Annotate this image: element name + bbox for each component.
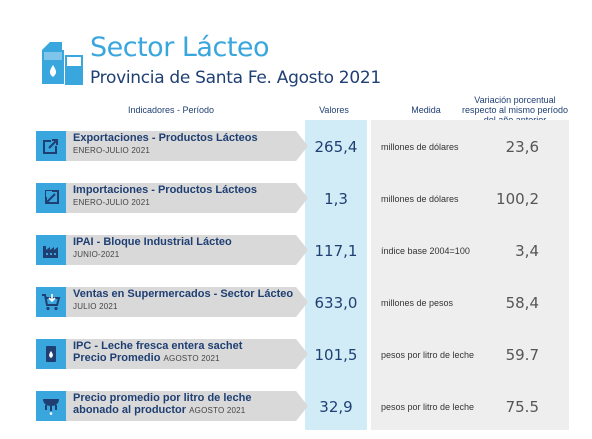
- indicator-period: JUNIO-2021: [73, 250, 120, 259]
- indicator-variation: 3,4: [515, 242, 539, 260]
- row-label-arrow: [296, 287, 308, 317]
- indicator-value: 633,0: [314, 294, 358, 312]
- indicator-name: Ventas en Supermercados - Sector Lácteo: [73, 288, 294, 300]
- indicator-name: Importaciones - Productos Lácteos: [73, 184, 257, 196]
- table-row: Precio promedio por litro de leche abona…: [36, 383, 569, 425]
- row-label-arrow: [296, 131, 308, 161]
- indicator-name: IPC - Leche fresca entera sachet Precio …: [73, 340, 313, 365]
- indicator-measure: pesos por litro de leche: [381, 402, 475, 412]
- factory-icon: [36, 235, 66, 265]
- indicator-measure: millones de pesos: [381, 298, 454, 308]
- milk-carton-glass-icon: [42, 42, 83, 85]
- indicator-name: IPAI - Bloque Industrial Lácteo: [73, 236, 232, 248]
- indicator-name: Precio promedio por litro de leche abona…: [73, 392, 313, 417]
- indicator-name-line-2: Precio Promedio AGOSTO 2021: [73, 352, 313, 365]
- indicator-period: AGOSTO 2021: [163, 354, 220, 363]
- column-header-valores: Valores: [319, 105, 349, 115]
- shopping-cart-icon: [36, 287, 66, 317]
- indicator-name-line: Precio promedio por litro de leche: [73, 392, 252, 404]
- indicator-period: ENERO-JULIO 2021: [73, 198, 151, 207]
- page-subtitle: Provincia de Santa Fe. Agosto 2021: [90, 68, 381, 88]
- row-label-background: [36, 131, 296, 161]
- table-row: Ventas en Supermercados - Sector Lácteo …: [36, 279, 569, 321]
- indicator-period: ENERO-JULIO 2021: [73, 146, 151, 155]
- indicator-variation: 58,4: [505, 294, 539, 312]
- page-title: Sector Lácteo: [90, 32, 270, 63]
- indicator-measure: millones de dólares: [381, 142, 459, 152]
- indicator-value: 101,5: [314, 346, 358, 364]
- import-arrow-icon: [36, 183, 66, 213]
- indicator-value: 265,4: [314, 138, 358, 156]
- row-label-arrow: [296, 235, 308, 265]
- indicator-variation: 100,2: [496, 190, 539, 208]
- row-label-arrow: [296, 391, 308, 421]
- indicator-value: 1,3: [324, 190, 348, 208]
- values-column-band: [305, 120, 367, 430]
- row-label-background: [36, 391, 296, 421]
- measure-variation-band: [371, 120, 569, 430]
- column-header-medida: Medida: [411, 105, 441, 115]
- row-label-background: [36, 183, 296, 213]
- indicator-value: 117,1: [314, 242, 358, 260]
- indicator-measure: pesos por litro de leche: [381, 350, 475, 360]
- table-row: IPAI - Bloque Industrial Lácteo JUNIO-20…: [36, 227, 569, 269]
- table-row: IPC - Leche fresca entera sachet Precio …: [36, 331, 569, 373]
- row-label-background: [36, 339, 296, 369]
- column-header-indicadores: Indicadores - Período: [127, 105, 215, 115]
- indicator-measure: millones de dólares: [381, 194, 459, 204]
- cow-udder-icon: [36, 391, 66, 421]
- indicator-measure: índice base 2004=100: [381, 246, 470, 256]
- variacion-header-line: Variación porcentual: [474, 95, 556, 105]
- indicator-period: JULIO 2021: [73, 302, 118, 311]
- row-label-background: [36, 287, 296, 317]
- indicator-variation: 75.5: [505, 398, 539, 416]
- row-label-background: [36, 235, 296, 265]
- indicator-name-cont: Precio Promedio: [73, 352, 161, 364]
- table-row: Importaciones - Productos Lácteos ENERO-…: [36, 175, 569, 217]
- indicator-name-cont: abonado al productor: [73, 404, 187, 416]
- indicator-name-line-2: abonado al productor AGOSTO 2021: [73, 404, 313, 417]
- indicator-variation: 59.7: [505, 346, 539, 364]
- indicator-variation: 23,6: [505, 138, 539, 156]
- indicator-name-line: IPC - Leche fresca entera sachet: [73, 340, 243, 352]
- variacion-header-line: respecto al mismo período: [461, 105, 569, 115]
- row-label-arrow: [296, 339, 308, 369]
- indicator-name: Exportaciones - Productos Lácteos: [73, 132, 258, 144]
- table-row: Exportaciones - Productos Lácteos ENERO-…: [36, 123, 569, 165]
- export-arrow-icon: [36, 131, 66, 161]
- indicator-period: AGOSTO 2021: [189, 406, 246, 415]
- indicator-value: 32,9: [319, 398, 353, 416]
- row-label-arrow: [296, 183, 308, 213]
- milk-sachet-icon: [36, 339, 66, 369]
